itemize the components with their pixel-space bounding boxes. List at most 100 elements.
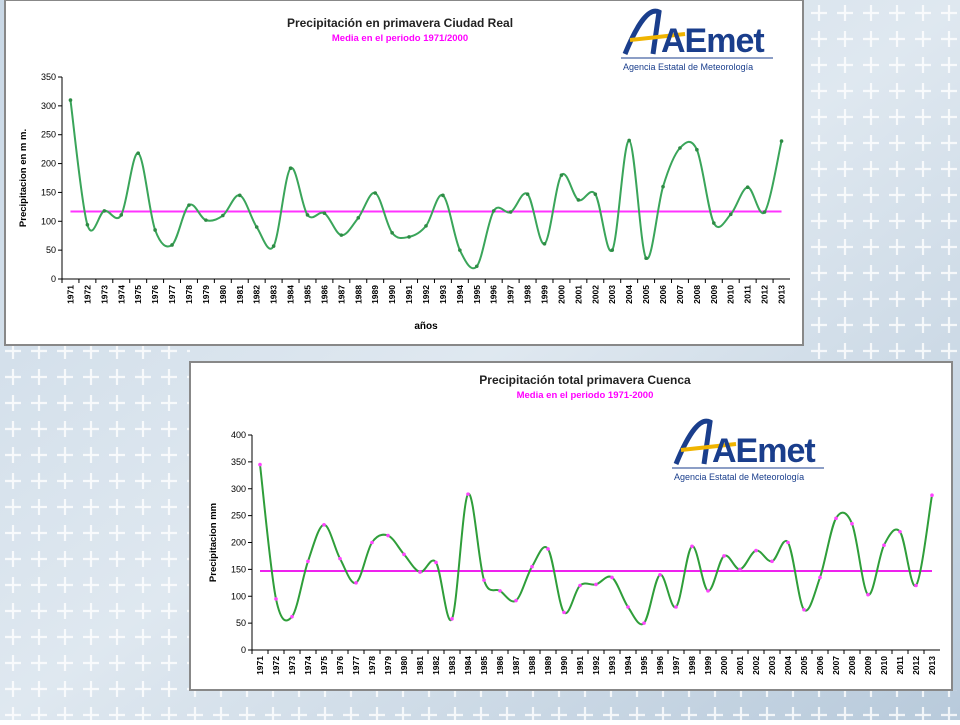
x-tick-label: 2007 <box>831 656 841 675</box>
x-tick-label: 2006 <box>815 656 825 675</box>
point <box>779 139 784 143</box>
point <box>306 559 310 564</box>
x-tick-label: 1976 <box>335 656 345 675</box>
logo-caption: Agencia Estatal de Meteorología <box>674 472 804 482</box>
x-tick-label: 1987 <box>511 656 521 675</box>
background-pattern <box>805 0 960 360</box>
x-tick-label: 1976 <box>150 285 160 304</box>
x-tick-label: 2006 <box>658 285 668 304</box>
point <box>85 222 90 227</box>
chart-subtitle: Media en el periodo 1971-2000 <box>517 390 654 401</box>
point <box>441 193 445 198</box>
x-tick-label: 1992 <box>591 656 601 675</box>
x-tick-label: 1977 <box>351 656 361 675</box>
y-tick-label: 350 <box>231 457 246 467</box>
point <box>745 185 750 190</box>
x-tick-label: 2002 <box>590 285 600 304</box>
point <box>802 607 806 612</box>
logo-caption: Agencia Estatal de Meteorología <box>623 62 753 72</box>
x-tick-label: 1994 <box>623 656 633 675</box>
point <box>642 621 646 625</box>
point <box>610 248 615 252</box>
point <box>712 221 716 225</box>
point <box>762 210 767 214</box>
x-tick-label: 1989 <box>543 656 553 675</box>
y-tick-label: 200 <box>231 538 246 548</box>
point <box>482 578 486 582</box>
point <box>898 529 902 534</box>
x-tick-label: 1987 <box>336 285 346 304</box>
chart-subtitle: Media en el periodo 1971/2000 <box>332 33 468 44</box>
point <box>254 225 259 229</box>
x-tick-label: 1988 <box>353 285 363 304</box>
x-tick-label: 1989 <box>370 285 380 304</box>
point <box>354 581 358 585</box>
y-tick-label: 150 <box>231 564 246 574</box>
point <box>834 516 838 521</box>
point <box>498 589 502 593</box>
x-tick-label: 1998 <box>687 656 697 675</box>
point <box>530 564 534 569</box>
logo: AEmet <box>661 22 764 60</box>
point <box>237 193 242 198</box>
x-tick-label: 1972 <box>271 656 281 675</box>
y-tick-label: 0 <box>51 274 56 284</box>
x-tick-label: 1995 <box>472 285 482 304</box>
point <box>221 213 225 218</box>
x-tick-label: 2010 <box>726 285 736 304</box>
y-tick-label: 300 <box>41 101 56 111</box>
x-tick-label: 1985 <box>479 656 489 675</box>
point <box>546 547 550 551</box>
point <box>450 617 454 621</box>
logo-swoosh <box>622 8 662 55</box>
x-tick-label: 2003 <box>607 285 617 304</box>
point <box>818 575 822 580</box>
logo-swoosh <box>629 32 686 42</box>
point <box>68 98 73 102</box>
x-tick-label: 2013 <box>927 656 937 675</box>
x-tick-label: 1995 <box>639 656 649 675</box>
point <box>322 522 326 527</box>
x-tick-label: 2000 <box>556 285 566 304</box>
point <box>153 228 157 232</box>
point <box>728 212 733 217</box>
x-tick-label: 1993 <box>438 285 448 304</box>
x-tick-label: 1983 <box>447 656 457 675</box>
x-tick-label: 2004 <box>624 285 634 304</box>
point <box>434 560 438 565</box>
point <box>695 147 699 152</box>
point <box>738 567 742 572</box>
y-tick-label: 250 <box>41 130 56 140</box>
x-tick-label: 1983 <box>269 285 279 304</box>
x-tick-label: 1971 <box>255 656 265 675</box>
point <box>594 582 598 587</box>
point <box>466 492 470 496</box>
x-tick-label: 1984 <box>463 656 473 675</box>
x-tick-label: 1981 <box>235 285 245 304</box>
point <box>338 556 342 561</box>
x-tick-label: 2000 <box>719 656 729 675</box>
point <box>339 233 344 237</box>
point <box>576 198 581 202</box>
point <box>674 605 678 609</box>
point <box>610 575 614 580</box>
point <box>866 592 870 597</box>
x-tick-label: 2012 <box>760 285 770 304</box>
x-tick-label: 1973 <box>287 656 297 675</box>
point <box>356 216 361 220</box>
point <box>119 213 124 217</box>
x-tick-label: 1994 <box>455 285 465 304</box>
x-tick-label: 1993 <box>607 656 617 675</box>
x-tick-label: 2004 <box>783 656 793 675</box>
point <box>754 548 758 553</box>
point <box>370 540 374 545</box>
chart-title: Precipitación en primavera Ciudad Real <box>287 16 513 30</box>
x-tick-label: 1997 <box>671 656 681 675</box>
x-tick-label: 1999 <box>703 656 713 675</box>
y-tick-label: 400 <box>231 430 246 440</box>
point <box>542 241 547 246</box>
x-tick-label: 1975 <box>133 285 143 304</box>
y-axis-label: Precipitacion mm <box>208 503 219 582</box>
x-tick-label: 2009 <box>709 285 719 304</box>
